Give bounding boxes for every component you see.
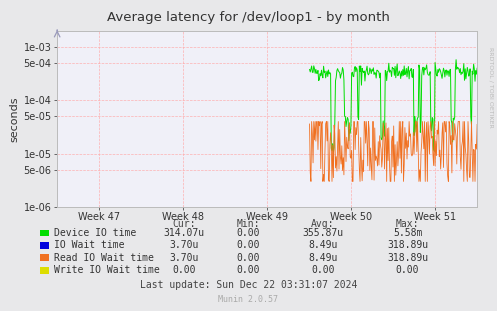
Y-axis label: seconds: seconds (9, 96, 19, 142)
Text: Munin 2.0.57: Munin 2.0.57 (219, 295, 278, 304)
Text: 0.00: 0.00 (237, 265, 260, 275)
Text: 355.87u: 355.87u (303, 228, 343, 238)
Text: Last update: Sun Dec 22 03:31:07 2024: Last update: Sun Dec 22 03:31:07 2024 (140, 280, 357, 290)
Text: 314.07u: 314.07u (164, 228, 204, 238)
Text: 3.70u: 3.70u (169, 240, 199, 250)
Text: 5.58m: 5.58m (393, 228, 422, 238)
Text: 0.00: 0.00 (311, 265, 335, 275)
Text: Read IO Wait time: Read IO Wait time (54, 253, 154, 263)
Text: Max:: Max: (396, 219, 419, 229)
Text: 0.00: 0.00 (396, 265, 419, 275)
Text: RRDTOOL / TOBI OETIKER: RRDTOOL / TOBI OETIKER (489, 47, 494, 128)
Text: Average latency for /dev/loop1 - by month: Average latency for /dev/loop1 - by mont… (107, 11, 390, 24)
Text: 318.89u: 318.89u (387, 240, 428, 250)
Text: Device IO time: Device IO time (54, 228, 136, 238)
Text: IO Wait time: IO Wait time (54, 240, 124, 250)
Text: Write IO Wait time: Write IO Wait time (54, 265, 160, 275)
Text: 318.89u: 318.89u (387, 253, 428, 263)
Text: Min:: Min: (237, 219, 260, 229)
Text: Cur:: Cur: (172, 219, 196, 229)
Text: Avg:: Avg: (311, 219, 335, 229)
Text: 0.00: 0.00 (172, 265, 196, 275)
Text: 3.70u: 3.70u (169, 253, 199, 263)
Text: 8.49u: 8.49u (308, 240, 338, 250)
Text: 8.49u: 8.49u (308, 253, 338, 263)
Text: 0.00: 0.00 (237, 240, 260, 250)
Text: 0.00: 0.00 (237, 253, 260, 263)
Text: 0.00: 0.00 (237, 228, 260, 238)
